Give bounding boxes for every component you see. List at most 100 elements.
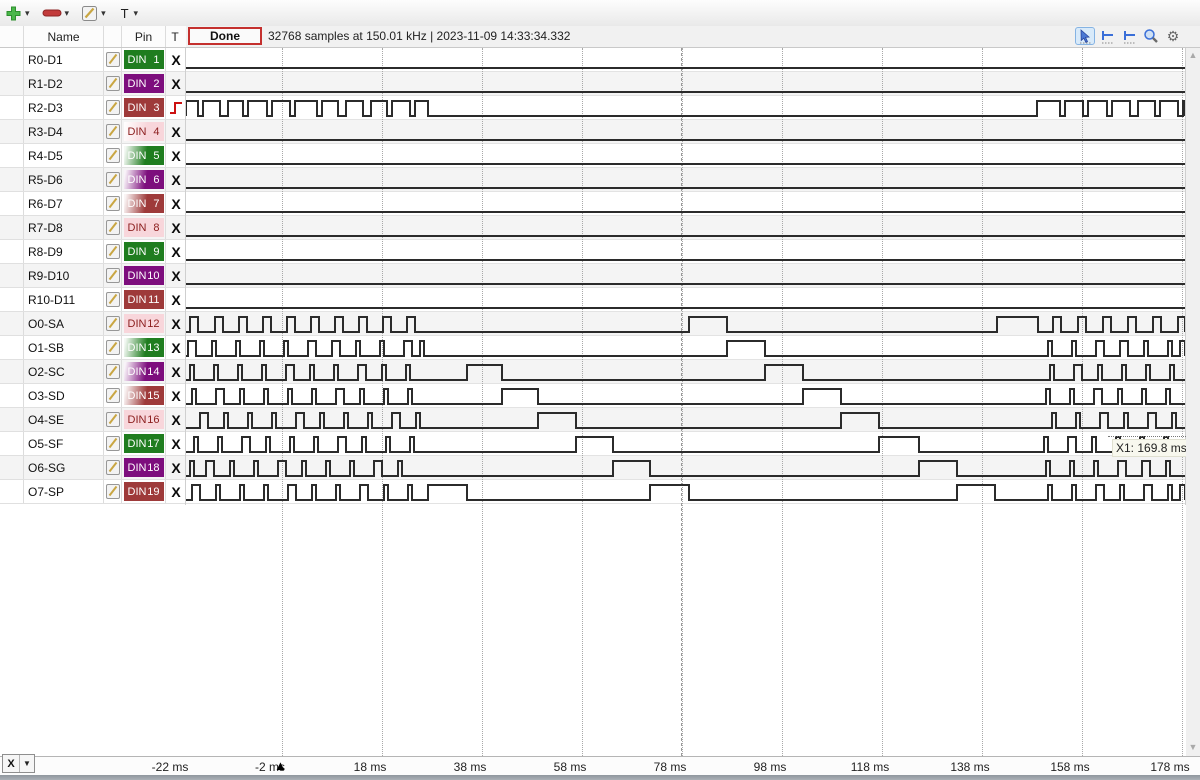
time-axis[interactable]: X ▼ -22 ms -2 ms 18 ms 38 ms 58 ms 78 ms 98 ms…	[0, 754, 1200, 775]
row-select-cell[interactable]	[0, 480, 24, 503]
channel-trigger-cell[interactable]: X	[166, 264, 186, 287]
channel-pin-cell[interactable]: DIN 6	[122, 168, 166, 191]
channel-name[interactable]: R1-D2	[24, 72, 104, 95]
row-select-cell[interactable]	[0, 408, 24, 431]
channel-trigger-cell[interactable]: X	[166, 168, 186, 191]
channel-waveform[interactable]	[186, 408, 1185, 432]
channel-pin-cell[interactable]: DIN 5	[122, 144, 166, 167]
zoom-tool-button[interactable]	[1141, 27, 1161, 45]
row-select-cell[interactable]	[0, 456, 24, 479]
channel-pin-cell[interactable]: DIN 16	[122, 408, 166, 431]
scroll-up-button[interactable]: ▲	[1188, 50, 1198, 60]
channel-edit-cell[interactable]	[104, 216, 122, 239]
channel-name[interactable]: O2-SC	[24, 360, 104, 383]
channel-waveform[interactable]	[186, 480, 1185, 504]
channel-name[interactable]: R2-D3	[24, 96, 104, 119]
x-cursor-button[interactable]: X	[3, 755, 20, 772]
channel-trigger-cell[interactable]: X	[166, 144, 186, 167]
remove-channel-button[interactable]	[42, 2, 62, 24]
channel-edit-cell[interactable]	[104, 456, 122, 479]
channel-trigger-cell[interactable]: X	[166, 288, 186, 311]
edit-channel-dropdown[interactable]: ▾	[101, 7, 106, 18]
row-select-cell[interactable]	[0, 168, 24, 191]
channel-waveform[interactable]	[186, 144, 1185, 168]
channel-waveform[interactable]	[186, 72, 1185, 96]
channel-name[interactable]: O6-SG	[24, 456, 104, 479]
pointer-tool-button[interactable]	[1075, 27, 1095, 45]
channel-waveform[interactable]	[186, 360, 1185, 384]
channel-trigger-cell[interactable]: X	[166, 480, 186, 503]
channel-name[interactable]: R9-D10	[24, 264, 104, 287]
channel-name[interactable]: O4-SE	[24, 408, 104, 431]
channel-pin-cell[interactable]: DIN 4	[122, 120, 166, 143]
channel-waveform[interactable]	[186, 240, 1185, 264]
row-select-cell[interactable]	[0, 240, 24, 263]
add-channel-dropdown[interactable]: ▾	[25, 7, 30, 18]
channel-edit-cell[interactable]	[104, 312, 122, 335]
channel-name[interactable]: O3-SD	[24, 384, 104, 407]
channel-waveform[interactable]	[186, 312, 1185, 336]
channel-trigger-cell[interactable]: X	[166, 192, 186, 215]
row-select-cell[interactable]	[0, 144, 24, 167]
row-select-cell[interactable]	[0, 72, 24, 95]
trigger-menu-button[interactable]: T	[120, 5, 129, 21]
channel-trigger-cell[interactable]: X	[166, 240, 186, 263]
channel-edit-cell[interactable]	[104, 408, 122, 431]
channel-name[interactable]: R10-D11	[24, 288, 104, 311]
channel-waveform[interactable]	[186, 336, 1185, 360]
channel-trigger-cell[interactable]: X	[166, 120, 186, 143]
channel-pin-cell[interactable]: DIN 19	[122, 480, 166, 503]
trigger-position-marker[interactable]: ▲	[274, 758, 287, 773]
channel-trigger-cell[interactable]: X	[166, 48, 186, 71]
channel-waveform[interactable]	[186, 48, 1185, 72]
channel-waveform[interactable]	[186, 192, 1185, 216]
channel-pin-cell[interactable]: DIN 15	[122, 384, 166, 407]
channel-pin-cell[interactable]: DIN 12	[122, 312, 166, 335]
row-select-cell[interactable]	[0, 288, 24, 311]
channel-pin-cell[interactable]: DIN 3	[122, 96, 166, 119]
channel-edit-cell[interactable]	[104, 480, 122, 503]
row-select-cell[interactable]	[0, 120, 24, 143]
row-select-cell[interactable]	[0, 192, 24, 215]
channel-waveform[interactable]	[186, 456, 1185, 480]
x-cursor-dropdown[interactable]: ▼	[23, 759, 31, 768]
channel-waveform[interactable]	[186, 264, 1185, 288]
channel-pin-cell[interactable]: DIN 8	[122, 216, 166, 239]
channel-edit-cell[interactable]	[104, 288, 122, 311]
channel-name[interactable]: R3-D4	[24, 120, 104, 143]
row-select-cell[interactable]	[0, 48, 24, 71]
channel-pin-cell[interactable]: DIN 13	[122, 336, 166, 359]
row-select-cell[interactable]	[0, 312, 24, 335]
row-select-cell[interactable]	[0, 384, 24, 407]
channel-name[interactable]: R0-D1	[24, 48, 104, 71]
channel-edit-cell[interactable]	[104, 96, 122, 119]
channel-pin-cell[interactable]: DIN 1	[122, 48, 166, 71]
channel-waveform[interactable]	[186, 384, 1185, 408]
channel-trigger-cell[interactable]: X	[166, 432, 186, 455]
channel-pin-cell[interactable]: DIN 18	[122, 456, 166, 479]
row-select-cell[interactable]	[0, 264, 24, 287]
channel-waveform[interactable]	[186, 120, 1185, 144]
channel-edit-cell[interactable]	[104, 336, 122, 359]
channel-edit-cell[interactable]	[104, 120, 122, 143]
channel-edit-cell[interactable]	[104, 192, 122, 215]
channel-trigger-cell[interactable]	[166, 96, 186, 119]
waveform-area[interactable]: R0-D1 DIN 1 X R1-D2 DIN 2 X R2-D3 DIN 3 R3-D4 DIN 4 X R…	[0, 48, 1200, 756]
channel-trigger-cell[interactable]: X	[166, 408, 186, 431]
channel-edit-cell[interactable]	[104, 168, 122, 191]
channel-edit-cell[interactable]	[104, 384, 122, 407]
channel-edit-cell[interactable]	[104, 72, 122, 95]
channel-waveform[interactable]	[186, 432, 1185, 456]
channel-name[interactable]: O1-SB	[24, 336, 104, 359]
x-cursor-tool-button[interactable]	[1097, 27, 1117, 45]
channel-edit-cell[interactable]	[104, 48, 122, 71]
row-select-cell[interactable]	[0, 336, 24, 359]
channel-trigger-cell[interactable]: X	[166, 456, 186, 479]
vertical-scrollbar[interactable]	[1186, 48, 1200, 756]
row-select-cell[interactable]	[0, 216, 24, 239]
channel-name[interactable]: R6-D7	[24, 192, 104, 215]
channel-edit-cell[interactable]	[104, 240, 122, 263]
row-select-cell[interactable]	[0, 96, 24, 119]
channel-pin-cell[interactable]: DIN 11	[122, 288, 166, 311]
channel-trigger-cell[interactable]: X	[166, 336, 186, 359]
